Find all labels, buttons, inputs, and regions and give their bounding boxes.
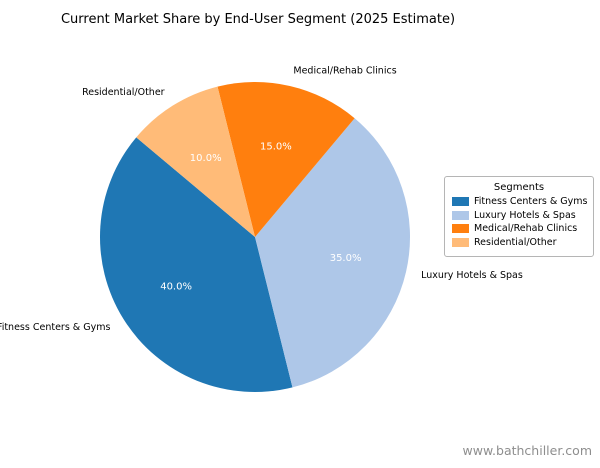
- legend-swatch: [452, 210, 469, 220]
- legend-label: Medical/Rehab Clinics: [474, 223, 578, 234]
- legend-label: Luxury Hotels & Spas: [474, 209, 576, 221]
- legend: Segments Fitness Centers & Gyms Luxury Ho…: [444, 176, 594, 257]
- legend-item: Luxury Hotels & Spas: [452, 210, 586, 221]
- legend-item: Fitness Centers & Gyms: [452, 196, 588, 207]
- chart-title: Current Market Share by End-User Segment…: [60, 12, 456, 27]
- slice-name-label: Residential/Other: [82, 87, 165, 98]
- slice-name-label: Luxury Hotels & Spas: [421, 270, 523, 281]
- pie-slice: [255, 118, 411, 388]
- slice-name-label: Fitness Centers & Gyms: [0, 322, 110, 333]
- legend-items: Fitness Centers & Gyms Luxury Hotels & Sp…: [452, 196, 588, 248]
- legend-swatch: [452, 224, 469, 233]
- legend-item: Medical/Rehab Clinics: [452, 223, 586, 234]
- legend-label: Fitness Centers & Gyms: [474, 196, 588, 207]
- legend-label: Residential/Other: [474, 236, 557, 248]
- slice-name-label: Medical/Rehab Clinics: [293, 65, 396, 76]
- legend-title: Segments: [493, 182, 545, 193]
- slice-percentage-label: 40.0%: [160, 281, 192, 292]
- slice-percentage-label: 15.0%: [260, 141, 292, 152]
- legend-swatch: [452, 197, 469, 206]
- legend-swatch: [452, 237, 469, 247]
- slice-percentage-label: 10.0%: [190, 153, 222, 164]
- watermark: www.bathchiller.com: [462, 443, 592, 458]
- pie-slice: [136, 86, 255, 237]
- pie-slice: [99, 137, 293, 393]
- slice-percentage-label: 35.0%: [330, 253, 362, 264]
- legend-item: Residential/Other: [452, 237, 586, 248]
- pie-slice: [217, 81, 355, 238]
